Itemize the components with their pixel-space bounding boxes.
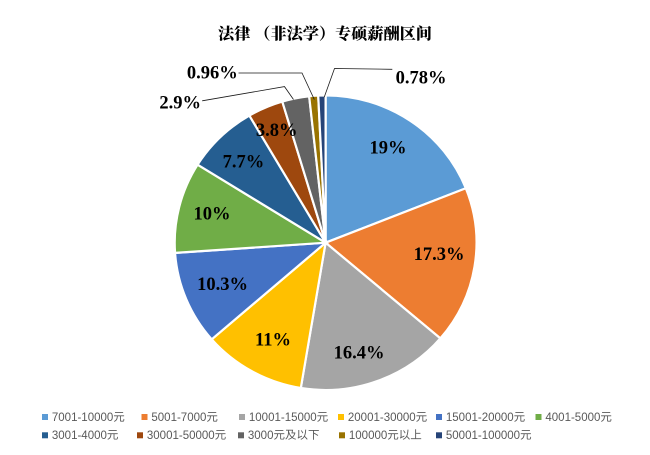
svg-text:17.3%: 17.3% xyxy=(414,245,465,265)
svg-text:2.9%: 2.9% xyxy=(159,94,201,114)
svg-text:3000: 3000 xyxy=(248,430,274,442)
svg-text:100000: 100000 xyxy=(349,430,387,442)
svg-text:4001-5000: 4001-5000 xyxy=(545,412,600,424)
svg-text:7.7%: 7.7% xyxy=(223,153,265,173)
svg-text:50001-100000: 50001-100000 xyxy=(446,430,520,442)
svg-text:15001-20000: 15001-20000 xyxy=(446,412,514,424)
svg-text:20001-30000: 20001-30000 xyxy=(348,412,416,424)
svg-text:10001-15000: 10001-15000 xyxy=(249,412,317,424)
svg-text:30001-50000: 30001-50000 xyxy=(147,430,215,442)
svg-text:3.8%: 3.8% xyxy=(256,121,298,141)
svg-text:7001-10000: 7001-10000 xyxy=(52,412,113,424)
svg-text:11%: 11% xyxy=(255,331,291,351)
svg-text:0.78%: 0.78% xyxy=(396,68,447,88)
svg-text:10.3%: 10.3% xyxy=(197,275,248,295)
svg-text:3001-4000: 3001-4000 xyxy=(52,430,107,442)
svg-text:10%: 10% xyxy=(194,205,231,225)
svg-text:19%: 19% xyxy=(370,139,407,159)
svg-text:5001-7000: 5001-7000 xyxy=(151,412,206,424)
svg-text:16.4%: 16.4% xyxy=(334,343,385,363)
svg-text:0.96%: 0.96% xyxy=(187,64,238,84)
